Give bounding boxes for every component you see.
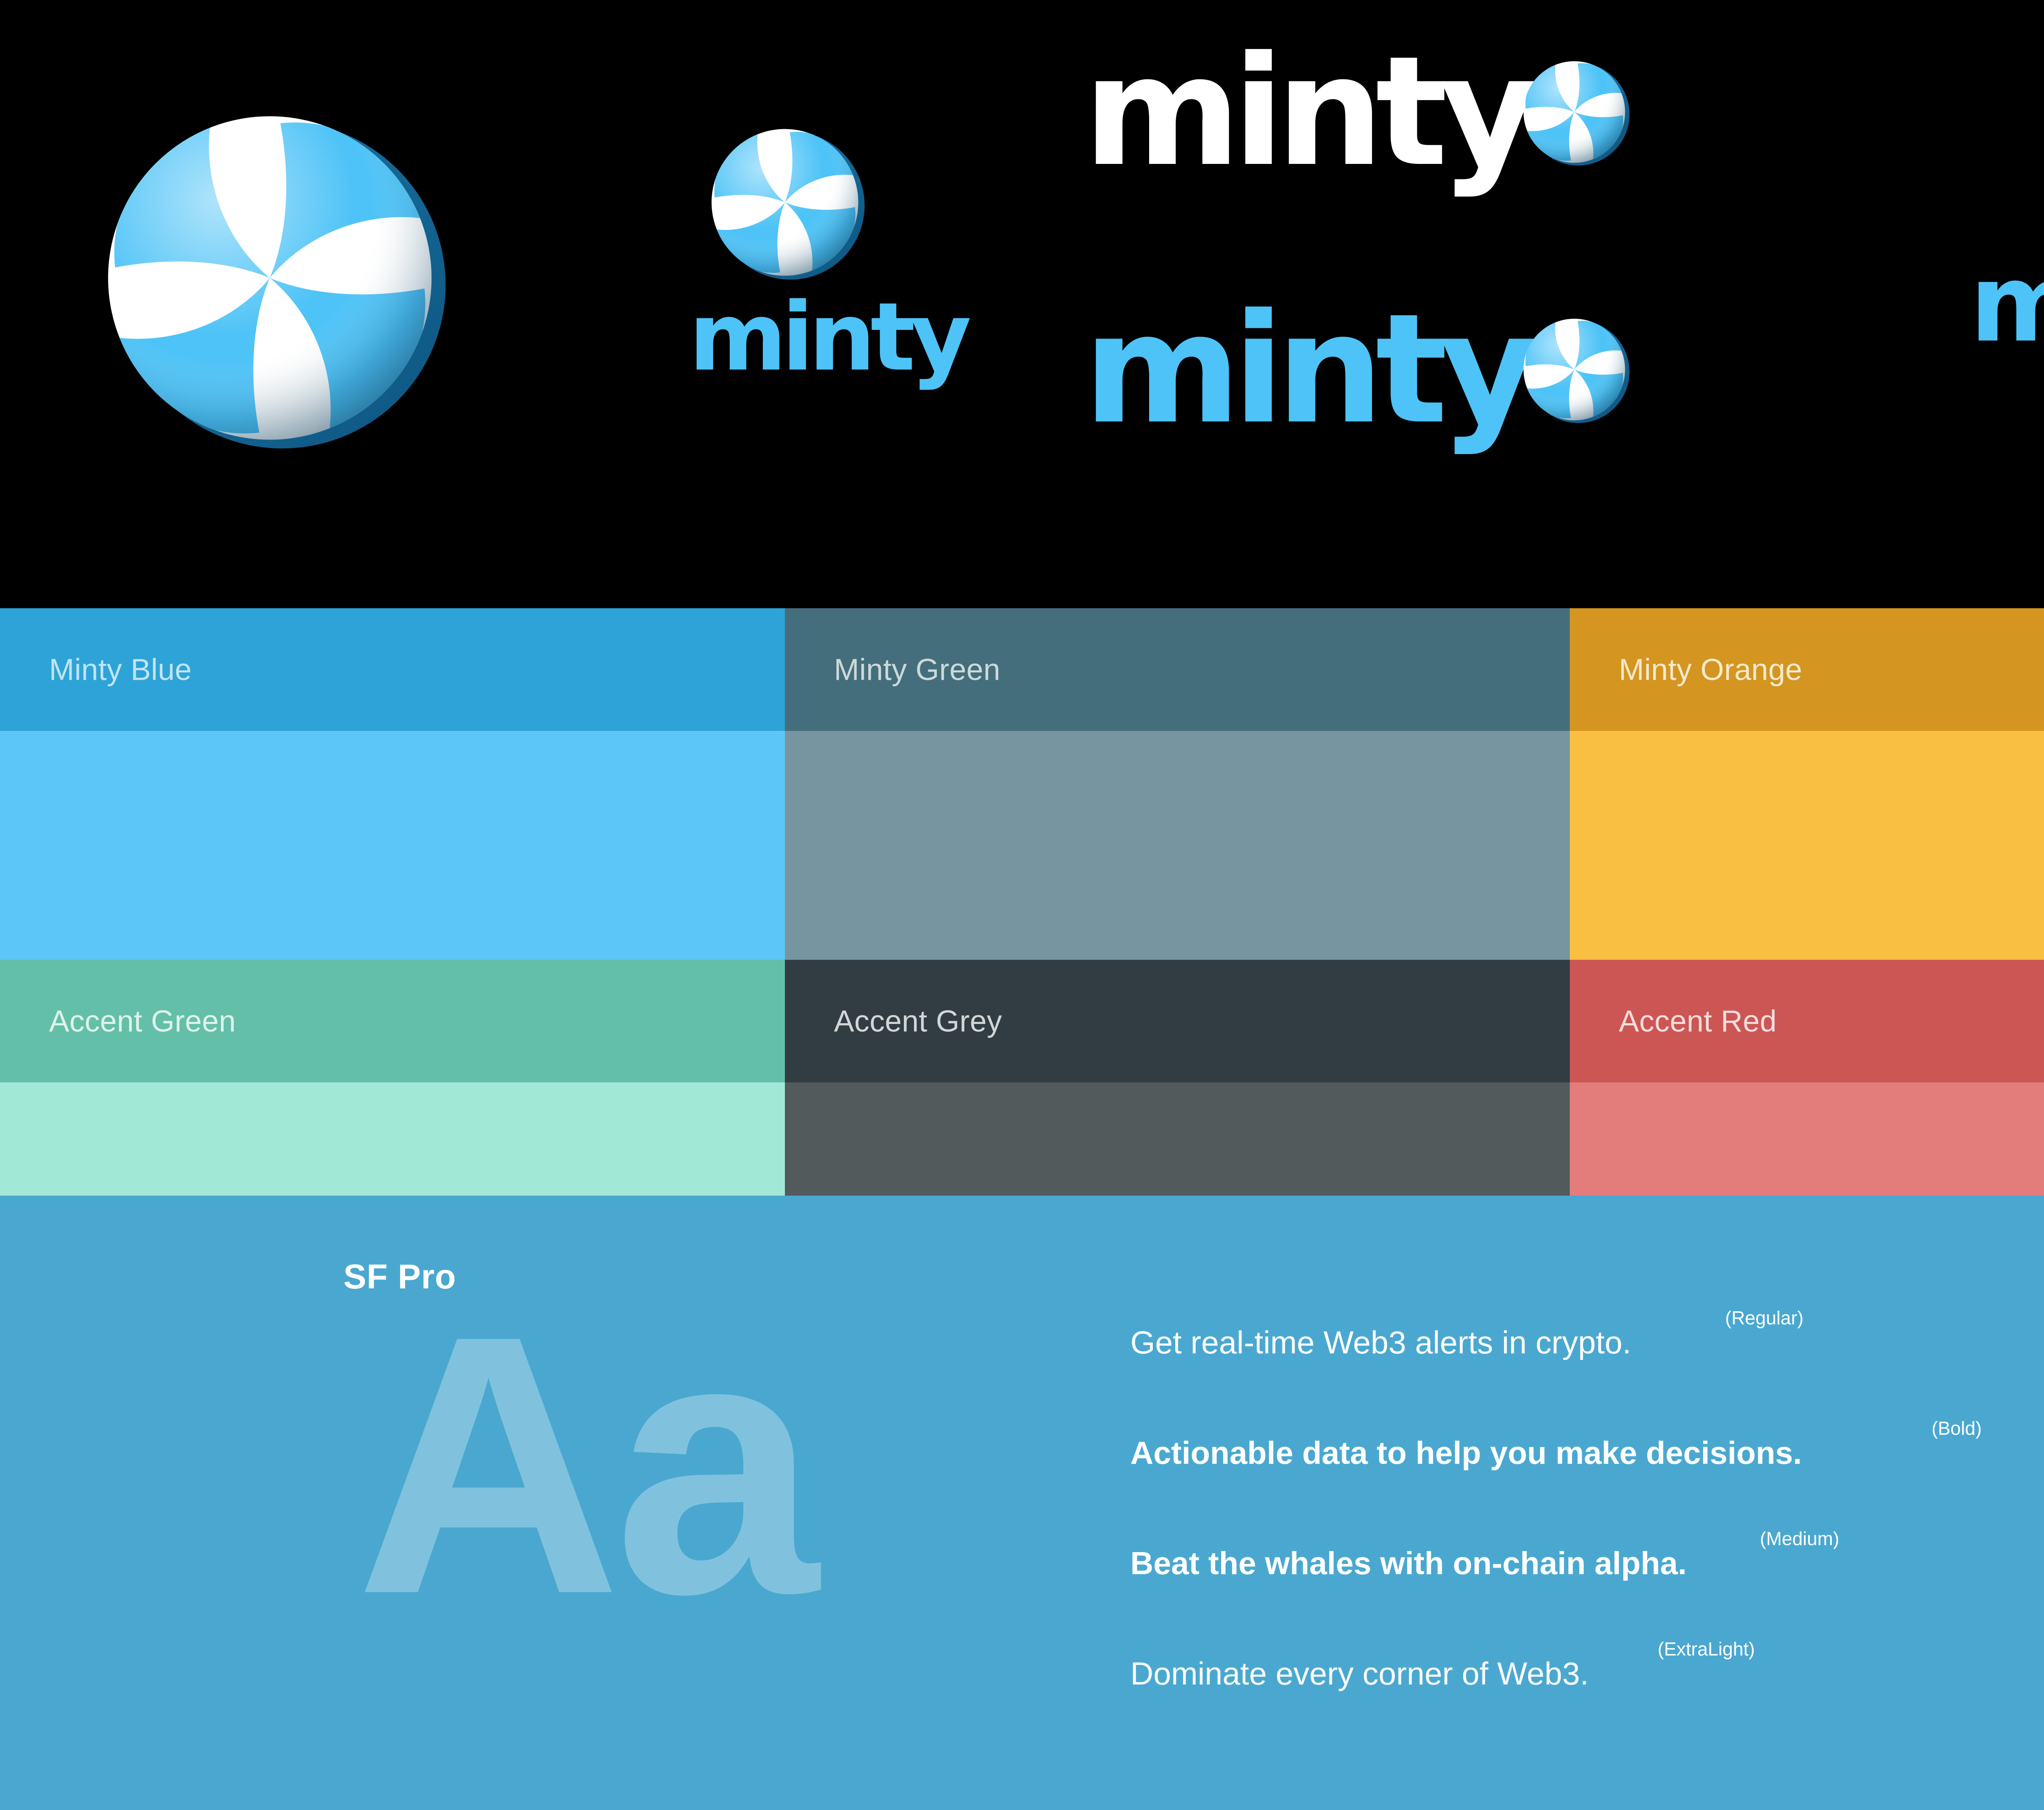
wordmark-minty: minty xyxy=(1970,241,2044,366)
swatch-minty-blue-dark: Minty Blue xyxy=(0,608,785,731)
swatch-label: Accent Green xyxy=(49,1004,236,1038)
sample-weight-tag: (Regular) xyxy=(1725,1307,1804,1328)
sample-text: Actionable data to help you make decisio… xyxy=(1130,1435,1802,1471)
wordmark-minty: minty xyxy=(689,283,972,392)
swatch-minty-green-light xyxy=(785,731,1570,960)
type-sample-row: Actionable data to help you make decisio… xyxy=(1130,1358,2044,1469)
candy-swirl-icon xyxy=(1519,57,1629,167)
lockup-vertical: minty xyxy=(689,123,972,392)
swatch-label: Minty Blue xyxy=(49,652,192,687)
lockup-beta: minty BETA xyxy=(1966,92,2044,405)
swatch-minty-blue-light xyxy=(0,731,785,960)
sample-text: Get real-time Web3 alerts in crypto. xyxy=(1130,1324,1632,1360)
swatch-minty-orange-dark: Minty Orange xyxy=(1570,608,2044,731)
sample-weight-tag: (Medium) xyxy=(1760,1528,1840,1549)
palette-column-orange-red: Minty Orange Accent Red xyxy=(1570,608,2044,1311)
logo-band: minty minty minty minty BETA xyxy=(0,0,2044,608)
swatch-label: Minty Orange xyxy=(1619,652,1802,687)
candy-swirl-icon xyxy=(94,102,446,454)
wordmark-minty: minty xyxy=(1083,282,1538,457)
candy-swirl-icon xyxy=(705,123,865,282)
palette-column-blue-green: Minty Blue Accent Green xyxy=(0,608,785,1311)
type-sample-row: Beat the whales with on-chain alpha. (Me… xyxy=(1130,1469,2044,1579)
swatch-label: Accent Grey xyxy=(834,1004,1002,1038)
type-specimen-aa: Aa xyxy=(356,1259,818,1670)
sample-text: Dominate every corner of Web3. xyxy=(1130,1655,1589,1691)
palette-column-green-grey: Minty Green Accent Grey xyxy=(785,608,1570,1311)
type-sample-list: Get real-time Web3 alerts in crypto. (Re… xyxy=(1130,1248,2044,1689)
swatch-minty-green-dark: Minty Green xyxy=(785,608,1570,731)
sample-text: Beat the whales with on-chain alpha. xyxy=(1130,1545,1687,1581)
wordmark-minty: minty xyxy=(1083,24,1538,200)
type-sample-row: Get real-time Web3 alerts in crypto. (Re… xyxy=(1130,1248,2044,1358)
sample-weight-tag: (Bold) xyxy=(1932,1418,1982,1439)
font-family-label: SF Pro xyxy=(343,1257,456,1296)
color-palette: Minty Blue Accent Green Minty Green Acce… xyxy=(0,608,2044,1311)
sample-weight-tag: (ExtraLight) xyxy=(1658,1638,1755,1660)
swatch-label: Accent Red xyxy=(1619,1004,1777,1038)
type-sample-row: Dominate every corner of Web3. (ExtraLig… xyxy=(1130,1579,2044,1689)
lockup-horizontal-blue: minty xyxy=(1083,282,1629,457)
lockup-horizontal-white: minty xyxy=(1083,24,1629,200)
swatch-minty-orange-light xyxy=(1570,731,2044,960)
lockup-primary-mark xyxy=(94,102,446,454)
candy-swirl-icon xyxy=(1519,314,1629,425)
swatch-accent-red-dark: Accent Red xyxy=(1570,960,2044,1082)
typography-section: SF Pro Aa Get real-time Web3 alerts in c… xyxy=(0,1196,2044,1810)
swatch-accent-grey-dark: Accent Grey xyxy=(785,960,1570,1082)
swatch-accent-green-dark: Accent Green xyxy=(0,960,785,1082)
swatch-label: Minty Green xyxy=(834,652,1001,687)
